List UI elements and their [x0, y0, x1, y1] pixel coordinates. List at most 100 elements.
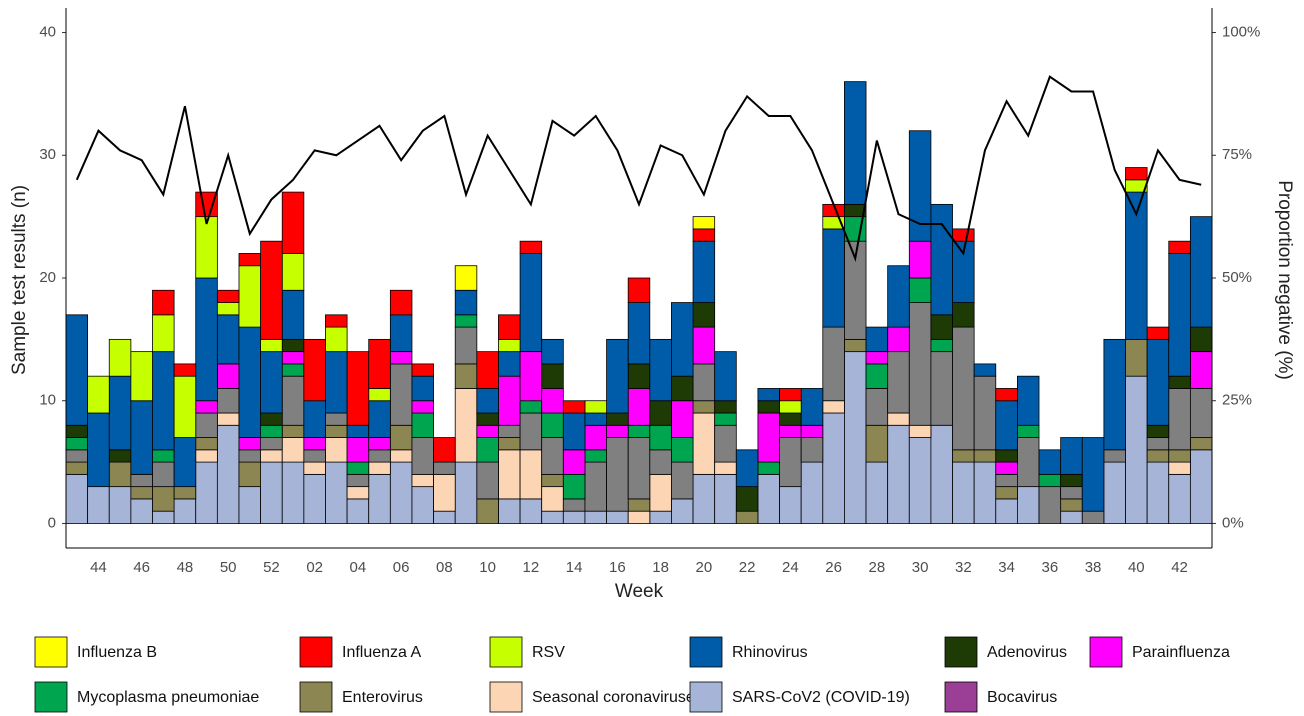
legend-text: Adenovirus	[987, 644, 1067, 661]
x-tick-label: 16	[609, 559, 626, 576]
bar-segment	[346, 424, 370, 438]
bar-segment	[108, 486, 132, 524]
bar-segment	[1189, 216, 1213, 328]
bar-segment	[952, 449, 975, 463]
bar-segment	[260, 338, 283, 353]
x-tick-label: 02	[306, 559, 323, 576]
legend-text: RSV	[532, 644, 565, 661]
bar-segment	[65, 424, 89, 438]
y-tick-label: 10	[39, 392, 56, 409]
x-tick-label: 50	[220, 559, 237, 576]
bar-segment	[1103, 449, 1126, 463]
y-tick-label: 30	[39, 146, 56, 163]
bar-segment	[195, 449, 218, 463]
bar-segment	[325, 351, 348, 414]
bar-segment	[627, 424, 651, 438]
bar-segment	[368, 388, 391, 402]
bar-segment	[757, 473, 780, 524]
bar-segment	[908, 437, 932, 524]
bar-segment	[389, 314, 413, 353]
bar-segment	[346, 486, 370, 500]
bar-segment	[584, 449, 607, 463]
bar-segment	[627, 302, 651, 365]
bar-segment	[887, 326, 910, 353]
bar-segment	[1168, 240, 1191, 254]
bar-segment	[130, 351, 153, 402]
bar-segment	[130, 498, 153, 524]
bar-segment	[498, 424, 521, 438]
bar-segment	[65, 461, 89, 475]
bar-segment	[800, 461, 824, 524]
bar-segment	[692, 363, 716, 402]
bar-segment	[260, 412, 283, 426]
bar-segment	[1125, 375, 1148, 524]
bar-segment	[130, 400, 153, 475]
bar-segment	[692, 473, 716, 524]
bar-segment	[692, 216, 716, 230]
bar-segment	[281, 338, 305, 353]
bar-segment	[541, 486, 564, 512]
y2-tick-label: 75%	[1222, 146, 1252, 163]
bar-segment	[411, 375, 434, 402]
bar-segment	[908, 277, 932, 303]
bar-segment	[627, 363, 651, 389]
legend-text: Bocavirus	[987, 689, 1057, 706]
y2-tick-label: 25%	[1222, 392, 1252, 409]
bar-segment	[606, 338, 629, 414]
bar-segment	[1189, 388, 1213, 438]
bar-segment	[476, 437, 499, 463]
bar-segment	[887, 424, 910, 524]
bar-segment	[1060, 437, 1083, 475]
bar-segment	[671, 375, 694, 402]
proportion-line	[75, 75, 1202, 262]
bar-segment	[1081, 437, 1105, 512]
bar-segment	[303, 338, 326, 402]
bar-segment	[346, 437, 370, 463]
bar-segment	[1168, 375, 1191, 389]
x-tick-label: 24	[782, 559, 799, 576]
bar-segment	[995, 498, 1018, 524]
bar-segment	[303, 473, 326, 524]
bar-segment	[303, 461, 326, 475]
bar-segment	[87, 412, 110, 488]
bar-segment	[671, 461, 694, 500]
x-tick-label: 36	[1041, 559, 1058, 576]
bar-segment	[260, 351, 283, 414]
bar-segment	[930, 351, 953, 426]
bar-segment	[238, 326, 262, 438]
bar-segment	[1146, 338, 1170, 426]
bar-segment	[606, 437, 629, 512]
bar-segment	[952, 228, 975, 242]
bar-segment	[108, 461, 132, 488]
x-tick-label: 06	[393, 559, 410, 576]
bar-segment	[1016, 424, 1040, 438]
bar-segment	[173, 375, 197, 438]
bar-segment	[995, 400, 1018, 451]
bar-segment	[476, 388, 499, 414]
bar-segment	[152, 510, 175, 524]
bar-segment	[541, 363, 564, 389]
bar-segment	[411, 437, 434, 475]
bar-segment	[714, 461, 737, 475]
legend-swatch	[689, 636, 723, 668]
bar-segment	[822, 400, 845, 414]
bar-segment	[411, 412, 434, 438]
x-tick-label: 38	[1085, 559, 1102, 576]
bar-segment	[973, 461, 997, 524]
bar-segment	[908, 240, 932, 279]
bar-segment	[216, 314, 240, 365]
bar-segment	[584, 400, 607, 414]
bar-segment	[757, 400, 780, 414]
bar-segment	[779, 486, 802, 524]
bar-segment	[433, 510, 456, 524]
bar-segment	[519, 412, 543, 451]
bar-segment	[779, 400, 802, 414]
bar-segment	[65, 314, 89, 426]
bar-segment	[541, 388, 564, 414]
bar-segment	[1081, 510, 1105, 524]
bar-segment	[671, 437, 694, 463]
bar-segment	[584, 461, 607, 512]
y-tick-label: 40	[39, 24, 56, 41]
bar-segment	[195, 461, 218, 524]
legend-text: SARS-CoV2 (COVID-19)	[732, 689, 910, 706]
